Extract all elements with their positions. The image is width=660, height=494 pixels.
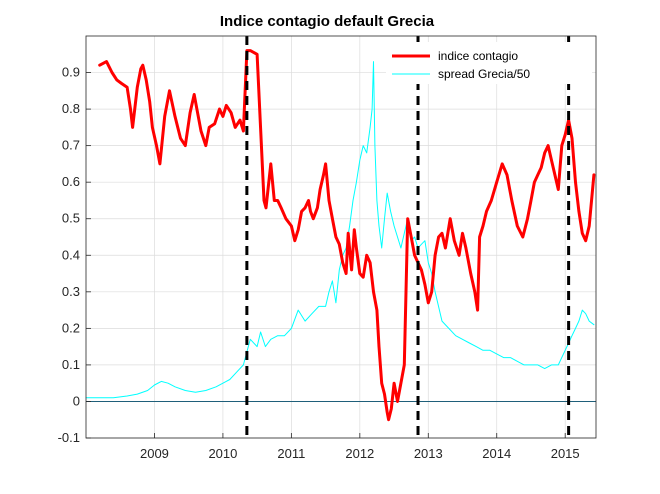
event-lines xyxy=(245,36,571,438)
y-axis-ticks: -0.1 0 0.1 0.2 0.3 0.4 0.5 0.6 0.7 0.8 0.9 xyxy=(58,65,91,445)
series-layer xyxy=(85,49,596,422)
y-tick-label: 0.9 xyxy=(62,65,80,80)
x-tick-label: 2013 xyxy=(414,446,443,461)
y-tick-label: 0.3 xyxy=(62,284,80,299)
axes-frame xyxy=(85,35,597,439)
legend-box xyxy=(386,42,592,84)
legend-label-contagion: indice contagio xyxy=(438,49,518,63)
spread-line xyxy=(85,61,595,399)
y-tick-label: 0 xyxy=(73,393,80,408)
contagion-index-line xyxy=(98,49,596,422)
y-tick-label: 0.2 xyxy=(62,320,80,335)
y-tick-label: 0.1 xyxy=(62,357,80,372)
y-tick-label: 0.4 xyxy=(62,247,80,262)
x-tick-label: 2010 xyxy=(208,446,237,461)
legend-label-spread: spread Grecia/50 xyxy=(438,67,530,81)
x-tick-label: 2011 xyxy=(277,446,305,461)
x-axis-ticks: 2009 2010 2011 2012 2013 2014 2015 xyxy=(140,433,580,461)
x-tick-label: 2014 xyxy=(482,446,511,461)
y-tick-label: -0.1 xyxy=(58,430,80,445)
y-tick-label: 0.6 xyxy=(62,174,80,189)
y-tick-label: 0.7 xyxy=(62,138,80,153)
x-tick-label: 2012 xyxy=(345,446,374,461)
chart-title: Indice contagio default Grecia xyxy=(220,13,435,30)
y-tick-label: 0.5 xyxy=(62,211,80,226)
plot-area xyxy=(86,36,596,438)
legend: indice contagio spread Grecia/50 xyxy=(386,42,592,84)
x-tick-label: 2009 xyxy=(140,446,169,461)
y-tick-label: 0.8 xyxy=(62,101,80,116)
x-tick-label: 2015 xyxy=(551,446,580,461)
